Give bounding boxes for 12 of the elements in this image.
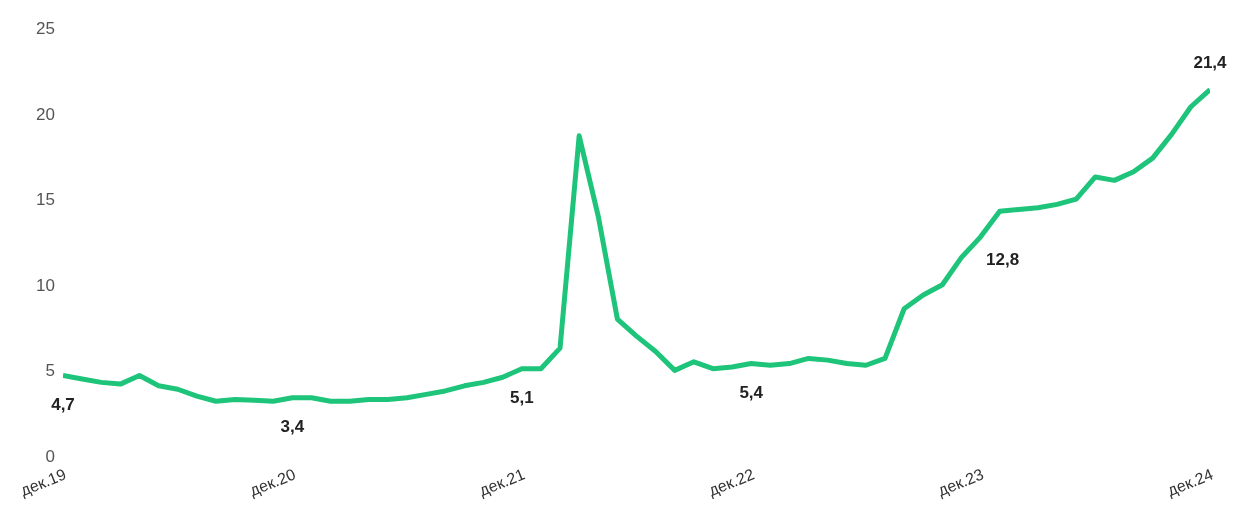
data-label: 5,4 [739,382,764,402]
y-tick-label: 25 [36,19,55,39]
y-tick-label: 0 [45,447,55,467]
data-label: 5,1 [509,387,534,407]
data-label: 3,4 [280,416,305,436]
y-tick-label: 10 [36,275,55,295]
data-label: 4,7 [51,394,75,414]
data-label: 21,4 [1193,52,1228,72]
y-tick-label: 15 [36,190,55,210]
y-tick-label: 20 [36,104,55,124]
data-label: 12,8 [986,249,1020,269]
y-tick-label: 5 [45,361,55,381]
